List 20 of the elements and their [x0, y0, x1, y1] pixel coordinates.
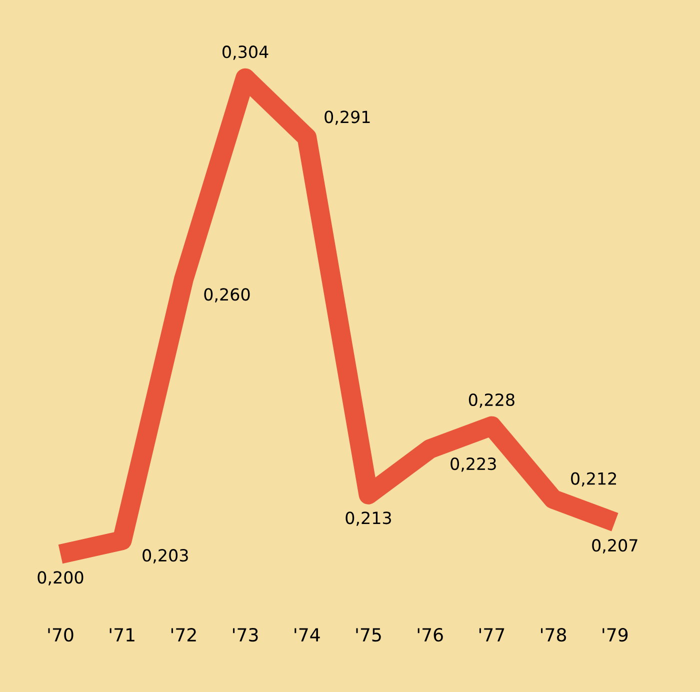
- data-label: 0,212: [571, 472, 616, 487]
- data-label: 0,213: [346, 512, 391, 526]
- x-tick-label: '79: [602, 628, 628, 642]
- data-label: 0,304: [222, 46, 268, 60]
- x-tick-label: '75: [356, 628, 381, 642]
- x-tick-label: '70: [48, 628, 74, 642]
- data-label: 0,223: [450, 457, 496, 472]
- data-label: 0,260: [204, 288, 250, 302]
- data-label: 0,203: [142, 549, 188, 564]
- data-label: 0,207: [592, 539, 638, 554]
- x-tick-label: '76: [418, 628, 443, 642]
- x-tick-label: '78: [541, 628, 566, 642]
- x-tick-label: '73: [233, 628, 258, 642]
- x-tick-label: '74: [294, 628, 320, 642]
- x-tick-label: '71: [110, 628, 134, 642]
- data-label: 0,228: [468, 393, 514, 408]
- x-tick-label: '77: [479, 628, 504, 642]
- data-label: 0,200: [38, 571, 84, 586]
- x-tick-label: '72: [171, 628, 196, 642]
- data-label: 0,291: [324, 110, 370, 125]
